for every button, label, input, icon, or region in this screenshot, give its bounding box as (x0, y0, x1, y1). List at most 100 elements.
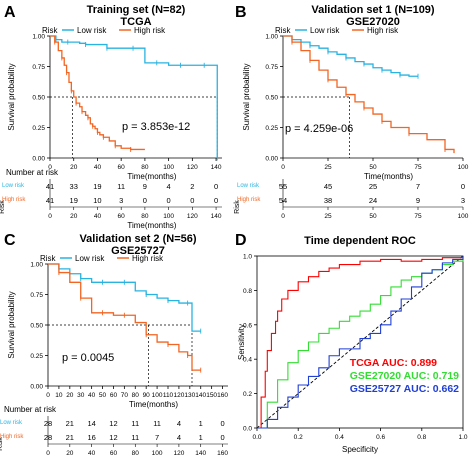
x-tick-label: 0.8 (417, 434, 426, 441)
legend-label-high: High risk (367, 26, 399, 35)
x-tick-label: 0.6 (376, 434, 385, 441)
risk-count: 11 (131, 433, 139, 442)
risk-count: 19 (70, 196, 78, 205)
risk-table-time-label: 100 (458, 213, 469, 220)
p-value: p = 3.853e-12 (122, 121, 190, 133)
risk-count: 2 (190, 182, 194, 191)
risk-table-time-label: 80 (132, 450, 140, 457)
risk-count: 0 (214, 182, 218, 191)
y-tick-label: 0.00 (265, 156, 278, 163)
y-tick-label: 0.50 (265, 95, 278, 102)
x-axis-label: Time(months) (129, 400, 178, 409)
x-tick-label: 120 (173, 392, 184, 399)
series-line-high (48, 263, 201, 371)
y-tick-label: 0.75 (32, 64, 45, 71)
risk-table-time-label: 100 (163, 213, 174, 220)
risk-count: 3 (119, 196, 123, 205)
chart-title: Validation set 1 (N=109) (311, 4, 435, 16)
risk-count: 16 (87, 433, 95, 442)
risk-count: 10 (93, 196, 101, 205)
risk-table-time-label: 80 (141, 213, 149, 220)
auc-label-gse25727: GSE25727 AUC: 0.662 (350, 383, 459, 395)
risk-table-time-label: 120 (173, 450, 184, 457)
risk-table-time-label: 60 (118, 213, 126, 220)
legend: Risk Low risk High risk (42, 26, 166, 35)
x-tick-label: 20 (66, 392, 74, 399)
risk-count: 9 (143, 182, 147, 191)
risk-row-label: High risk (237, 197, 261, 203)
legend-label-low: Low risk (75, 254, 105, 263)
panel-letter: D (235, 232, 247, 249)
km-panel-a: A Training set (N=82)TCGA Risk Low risk High… (0, 4, 222, 230)
risk-table-time-label: 140 (211, 213, 222, 220)
risk-table-time-label: 20 (66, 450, 74, 457)
x-tick-label: 60 (110, 392, 118, 399)
y-tick-label: 0.8 (243, 288, 252, 295)
risk-table-time-label: 75 (414, 213, 422, 220)
risk-count: 4 (177, 419, 181, 428)
x-tick-label: 40 (94, 164, 102, 171)
risk-count: 21 (66, 419, 74, 428)
risk-count: 14 (87, 419, 95, 428)
risk-table-time-label: 100 (152, 450, 163, 457)
x-tick-label: 25 (324, 164, 332, 171)
p-value: p = 4.259e-06 (285, 123, 353, 135)
chart-title: Validation set 2 (N=56) (79, 233, 196, 245)
x-tick-label: 50 (99, 392, 107, 399)
risk-table-time-label: 160 (217, 450, 228, 457)
roc-curve-tcga (257, 256, 464, 429)
x-tick-label: 30 (77, 392, 85, 399)
legend-label-high: High risk (132, 254, 164, 263)
x-tick-label: 160 (217, 392, 228, 399)
y-tick-label: 0.75 (30, 292, 43, 299)
risk-count: 0 (220, 433, 224, 442)
risk-table-title: Number at risk (6, 168, 59, 177)
risk-count: 4 (177, 433, 181, 442)
x-tick-label: 0.2 (294, 434, 303, 441)
y-tick-label: 0.0 (243, 426, 252, 433)
y-tick-label: 0.25 (265, 125, 278, 132)
risk-count: 11 (131, 419, 139, 428)
y-tick-label: 0.50 (32, 95, 45, 102)
x-tick-label: 70 (121, 392, 129, 399)
legend-label-low: Low risk (310, 26, 340, 35)
y-axis-label: Survival probability (7, 291, 16, 358)
x-axis-label: Time(months) (364, 172, 413, 181)
x-tick-label: 75 (414, 164, 422, 171)
risk-label: Risk (0, 200, 6, 214)
legend-label-high: High risk (134, 26, 166, 35)
risk-count: 0 (214, 196, 218, 205)
y-axis-label: Survival probability (242, 63, 251, 130)
risk-table-time-label: 0 (281, 213, 285, 220)
y-axis-label: Sensitivity (237, 324, 246, 360)
km-panel-c: C Validation set 2 (N=56)GSE25727 Risk Low … (0, 232, 228, 457)
risk-count: 4 (167, 182, 171, 191)
risk-label: Risk (0, 437, 4, 451)
roc-curve-gse25727 (257, 256, 464, 429)
y-tick-label: 0.75 (265, 64, 278, 71)
chart-subtitle: TCGA (120, 16, 151, 28)
risk-table-time-label: 25 (324, 213, 332, 220)
legend-label-low: Low risk (77, 26, 107, 35)
y-tick-label: 1.00 (32, 34, 45, 41)
risk-count: 7 (416, 182, 420, 191)
x-tick-label: 1.0 (458, 434, 467, 441)
series-line-low (48, 263, 201, 332)
y-axis-label: Survival probability (7, 63, 16, 130)
panel-letter: B (235, 4, 247, 21)
series-line-high (283, 35, 455, 154)
series-line-high (50, 35, 145, 151)
x-tick-label: 0 (46, 392, 50, 399)
risk-count: 11 (117, 182, 125, 191)
x-tick-label: 0 (48, 164, 52, 171)
x-tick-label: 60 (118, 164, 126, 171)
y-tick-label: 0.4 (243, 357, 252, 364)
x-axis-label: Specificity (342, 445, 378, 454)
risk-row-label: Low risk (237, 183, 260, 189)
x-tick-label: 40 (88, 392, 96, 399)
x-tick-label: 80 (141, 164, 149, 171)
auc-label-tcga: TCGA AUC: 0.899 (350, 357, 437, 369)
risk-count: 12 (109, 419, 117, 428)
